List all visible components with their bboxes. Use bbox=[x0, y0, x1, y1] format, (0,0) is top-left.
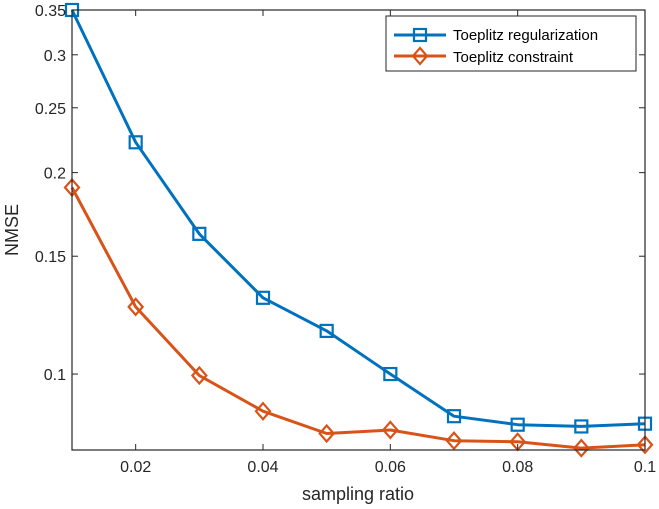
y-tick-label: 0.15 bbox=[35, 249, 66, 266]
y-tick-label: 0.1 bbox=[44, 367, 66, 384]
x-tick-label: 0.1 bbox=[634, 459, 656, 476]
data-point-square bbox=[383, 366, 398, 382]
series-lines bbox=[70, 9, 646, 450]
data-point-square bbox=[510, 417, 525, 432]
data-point-square bbox=[192, 226, 207, 241]
series-markers bbox=[63, 2, 654, 458]
data-point-square bbox=[574, 419, 589, 434]
legend-diamond-marker bbox=[411, 46, 429, 66]
data-point-diamond bbox=[318, 423, 336, 444]
data-point-diamond bbox=[381, 420, 399, 440]
data-point-square bbox=[255, 290, 271, 305]
data-point-diamond bbox=[445, 431, 463, 451]
x-axis-label: sampling ratio bbox=[302, 484, 414, 504]
y-tick-label: 0.35 bbox=[35, 3, 66, 20]
data-point-diamond bbox=[190, 365, 208, 386]
data-point-square bbox=[446, 409, 462, 424]
legend: Toeplitz regularization Toeplitz constra… bbox=[385, 15, 637, 72]
legend-label-constraint: Toeplitz constraint bbox=[453, 49, 574, 66]
y-tick-label: 0.25 bbox=[35, 101, 66, 118]
x-tick-label: 0.06 bbox=[375, 459, 406, 476]
axes-box bbox=[71, 9, 646, 451]
series-line-regularization bbox=[70, 9, 646, 428]
data-point-diamond bbox=[254, 401, 272, 421]
legend-square-marker bbox=[412, 27, 428, 43]
y-tick-label: 0.2 bbox=[44, 166, 66, 183]
x-tick-label: 0.04 bbox=[247, 459, 278, 476]
legend-label-regularization: Toeplitz regularization bbox=[453, 27, 598, 44]
axis-ticks: 0.02 0.04 0.06 0.08 0.1 0.1 0.15 0.2 0.25 0.3 0.35 bbox=[35, 3, 656, 476]
data-point-square bbox=[319, 323, 334, 339]
data-point-diamond bbox=[572, 438, 590, 458]
x-tick-label: 0.02 bbox=[120, 459, 151, 476]
y-axis-label: NMSE bbox=[2, 204, 22, 256]
series-line-constraint bbox=[70, 186, 646, 450]
data-point-diamond bbox=[636, 435, 654, 455]
y-tick-label: 0.3 bbox=[44, 48, 66, 65]
data-point-diamond bbox=[127, 297, 145, 317]
data-point-square bbox=[128, 135, 143, 150]
x-tick-label: 0.08 bbox=[502, 459, 533, 476]
legend-box bbox=[385, 15, 637, 72]
